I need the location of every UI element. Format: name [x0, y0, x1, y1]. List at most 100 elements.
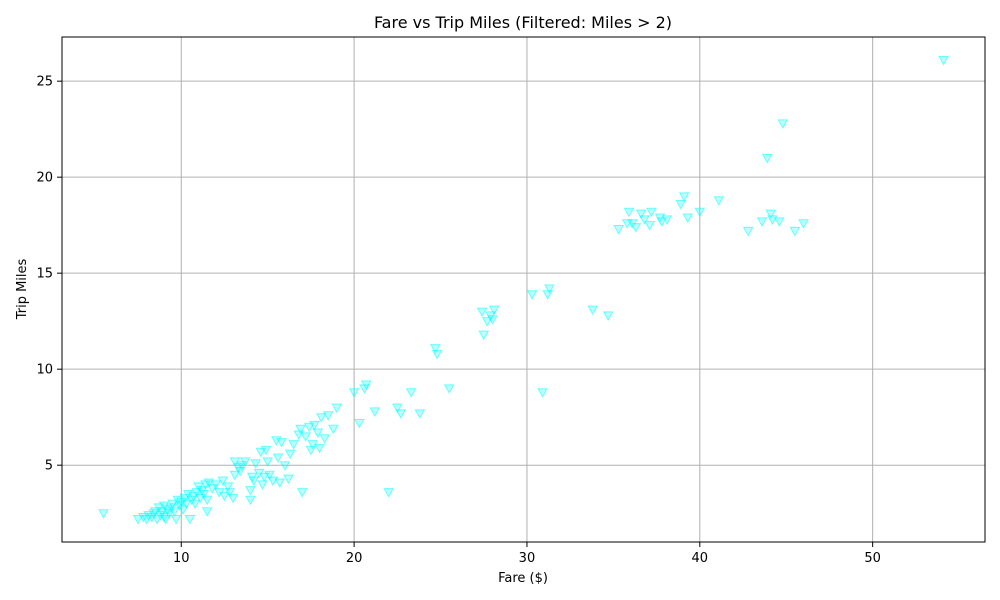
- data-point: [198, 489, 210, 500]
- data-point: [405, 388, 417, 398]
- data-point: [276, 438, 287, 448]
- y-tick-label: 20: [36, 171, 53, 186]
- chart-title: Fare vs Trip Miles (Filtered: Miles > 2): [374, 13, 672, 32]
- data-point: [481, 317, 493, 327]
- data-point: [245, 486, 256, 496]
- data-point: [210, 480, 222, 490]
- data-point: [360, 380, 372, 391]
- data-point: [414, 409, 426, 419]
- x-tick-label: 20: [346, 551, 363, 566]
- data-point: [348, 388, 360, 398]
- data-point: [713, 196, 725, 206]
- data-point: [602, 311, 614, 321]
- data-point: [250, 459, 261, 469]
- data-point: [761, 153, 773, 164]
- data-point: [132, 514, 144, 525]
- data-point: [544, 284, 555, 295]
- data-point: [646, 207, 657, 218]
- data-point: [798, 219, 809, 229]
- data-point: [160, 514, 172, 525]
- data-point: [296, 488, 308, 498]
- data-point: [773, 217, 785, 227]
- data-point: [328, 424, 339, 435]
- grid: [62, 37, 985, 542]
- data-point: [938, 56, 949, 66]
- data-point: [694, 207, 706, 218]
- data-point: [272, 453, 284, 464]
- y-tick-label: 25: [36, 75, 53, 90]
- data-point: [526, 290, 538, 300]
- data-point: [391, 403, 403, 414]
- data-point: [443, 384, 455, 394]
- data-point: [283, 474, 294, 485]
- data-point: [756, 217, 768, 227]
- data-point: [395, 409, 407, 419]
- y-tick-label: 5: [45, 459, 53, 474]
- data-points: [98, 56, 949, 525]
- data-point: [537, 388, 548, 398]
- data-point: [222, 482, 234, 492]
- data-point: [765, 209, 777, 220]
- data-point: [168, 507, 180, 517]
- data-point: [309, 420, 320, 431]
- data-point: [314, 443, 325, 454]
- data-point: [678, 192, 690, 202]
- data-point: [181, 499, 192, 510]
- data-point: [639, 215, 650, 225]
- data-point: [288, 440, 299, 450]
- data-point: [229, 470, 241, 481]
- data-point: [656, 217, 668, 227]
- data-point: [279, 461, 291, 471]
- x-tick-label: 10: [173, 551, 190, 566]
- data-point: [284, 449, 296, 460]
- data-point: [644, 221, 656, 231]
- data-point: [322, 411, 334, 421]
- data-point: [623, 207, 635, 218]
- x-tick-label: 50: [864, 551, 881, 566]
- data-point: [315, 413, 327, 423]
- data-point: [248, 476, 260, 487]
- data-point: [369, 407, 381, 417]
- data-point: [177, 505, 189, 515]
- data-point: [260, 445, 272, 456]
- data-point: [742, 226, 754, 237]
- data-point: [189, 499, 201, 510]
- y-tick-label: 15: [36, 267, 53, 282]
- data-point: [635, 209, 647, 220]
- data-point: [675, 200, 687, 210]
- data-point: [300, 432, 312, 442]
- y-tick-label: 10: [36, 363, 53, 378]
- plot-frame: [61, 36, 986, 543]
- data-point: [98, 509, 109, 519]
- data-point: [319, 434, 331, 444]
- data-point: [331, 403, 343, 414]
- data-point: [682, 213, 694, 224]
- data-point: [264, 470, 275, 481]
- data-point: [630, 223, 642, 233]
- data-point: [224, 488, 236, 498]
- x-tick-label: 40: [692, 551, 709, 566]
- data-point: [245, 495, 256, 506]
- data-point: [257, 480, 268, 490]
- data-point: [478, 330, 490, 341]
- data-point: [201, 495, 213, 506]
- data-point: [587, 305, 598, 316]
- ticks: 10 20 30 40 50 5 10 15 20 25: [36, 75, 880, 566]
- data-point: [353, 418, 365, 429]
- data-point: [219, 491, 230, 502]
- data-point: [303, 422, 315, 433]
- data-point: [383, 488, 395, 498]
- data-point: [429, 344, 441, 354]
- data-point: [431, 349, 443, 360]
- data-point: [488, 305, 500, 316]
- data-point: [227, 493, 239, 504]
- data-point: [239, 457, 251, 467]
- data-point: [262, 457, 274, 467]
- x-axis-label: Fare ($): [498, 571, 548, 586]
- data-point: [789, 226, 801, 237]
- data-point: [274, 478, 286, 488]
- data-point: [613, 225, 624, 235]
- x-tick-label: 30: [519, 551, 536, 566]
- data-point: [312, 428, 324, 439]
